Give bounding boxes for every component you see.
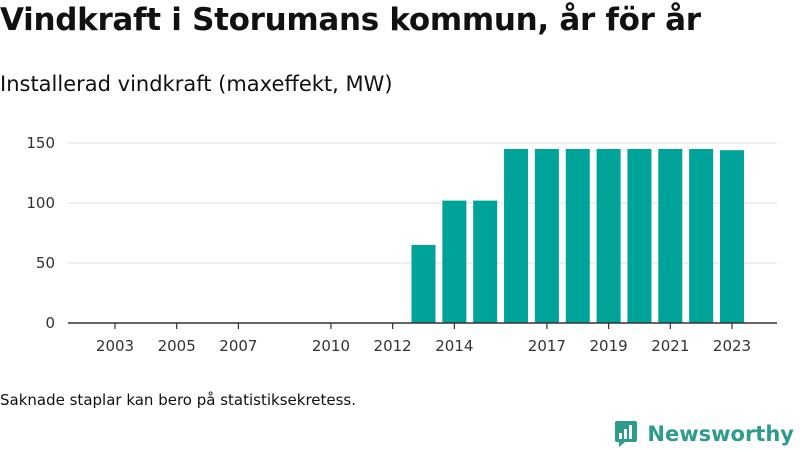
bar-2015	[473, 200, 498, 323]
bar-2013	[411, 245, 436, 323]
y-tick-label: 50	[36, 254, 55, 272]
bar-2022	[689, 149, 714, 323]
bar-2023	[720, 150, 744, 323]
x-tick-label: 2007	[219, 337, 257, 355]
newsworthy-logo-icon	[615, 421, 638, 447]
x-tick-label: 2003	[96, 337, 134, 355]
axes: 0 50 100 150 2003 2005 2007 2010 2012 2014 2017 201…	[26, 134, 777, 355]
y-tick-label: 150	[26, 134, 55, 152]
bar-2014	[442, 200, 467, 323]
brand-logo: Newsworthy	[613, 420, 794, 448]
bar-2020	[627, 149, 652, 323]
x-tick-label: 2014	[435, 337, 473, 355]
chart-subtitle: Installerad vindkraft (maxeffekt, MW)	[0, 72, 393, 96]
x-tick-label: 2021	[651, 337, 689, 355]
bar-2017	[534, 149, 559, 323]
bars	[411, 149, 744, 323]
y-tick-label: 100	[26, 194, 55, 212]
x-tick-label: 2005	[158, 337, 196, 355]
bar-2016	[504, 149, 529, 323]
x-tick-label: 2023	[713, 337, 751, 355]
bar-2021	[658, 149, 683, 323]
x-tick-label: 2012	[374, 337, 412, 355]
x-tick-label: 2017	[528, 337, 566, 355]
chart-title: Vindkraft i Storumans kommun, år för år	[0, 2, 701, 38]
footnote: Saknade staplar kan bero på statistiksek…	[0, 391, 357, 409]
y-tick-label: 0	[45, 314, 55, 332]
x-tick-label: 2019	[590, 337, 628, 355]
bar-chart: 0 50 100 150 2003 2005 2007 2010 2012 2014 2017 201…	[26, 134, 777, 355]
brand-name: Newsworthy	[647, 422, 794, 446]
x-tick-label: 2010	[312, 337, 350, 355]
bar-2018	[565, 149, 590, 323]
bar-2019	[596, 149, 621, 323]
